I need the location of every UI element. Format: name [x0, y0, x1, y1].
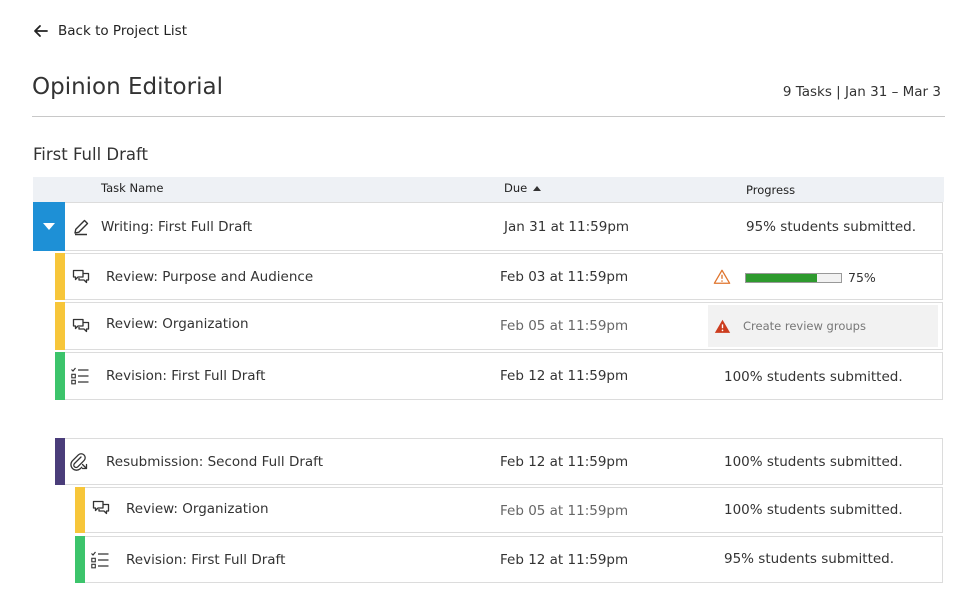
table-row[interactable]: Review: Organization Feb 05 at 11:59pm C…	[55, 302, 943, 350]
create-review-groups-button[interactable]: Create review groups	[708, 305, 938, 347]
paperclip-icon	[69, 452, 89, 472]
review-type-indicator	[55, 302, 65, 350]
table-row[interactable]: Resubmission: Second Full Draft Feb 12 a…	[55, 438, 943, 485]
speech-bubbles-icon	[71, 267, 91, 287]
back-link-label: Back to Project List	[58, 23, 187, 39]
table-row[interactable]: Revision: First Full Draft Feb 12 at 11:…	[55, 352, 943, 400]
caret-down-icon	[43, 223, 55, 230]
resubmission-type-indicator	[55, 438, 65, 485]
column-header-due[interactable]: Due	[504, 181, 542, 195]
create-review-groups-label: Create review groups	[743, 319, 866, 333]
speech-bubbles-icon	[71, 316, 91, 336]
task-name[interactable]: Review: Organization	[106, 316, 249, 332]
task-due-date: Feb 12 at 11:59pm	[500, 453, 629, 470]
task-progress-text: 95% students submitted.	[746, 218, 917, 235]
table-row[interactable]: Revision: First Full Draft Feb 12 at 11:…	[75, 536, 943, 583]
table-row[interactable]: Review: Purpose and Audience Feb 03 at 1…	[55, 253, 943, 300]
task-name[interactable]: Resubmission: Second Full Draft	[106, 453, 323, 470]
task-progress-bar: 75%	[745, 270, 876, 285]
collapse-toggle-button[interactable]	[33, 202, 65, 251]
section-title: First Full Draft	[33, 145, 149, 164]
warning-outline-icon	[713, 268, 731, 286]
table-header: Task Name Due Progress	[33, 177, 944, 202]
task-progress-text: 100% students submitted.	[724, 502, 903, 518]
column-header-due-label: Due	[504, 181, 528, 195]
header-divider	[32, 116, 945, 117]
task-due-date: Feb 05 at 11:59pm	[500, 503, 629, 519]
progress-value: 75%	[848, 270, 876, 285]
task-summary: 9 Tasks | Jan 31 – Mar 3	[782, 84, 941, 100]
pencil-icon	[71, 217, 91, 237]
page-title: Opinion Editorial	[32, 74, 223, 100]
checklist-icon	[70, 366, 90, 386]
task-due-date: Feb 05 at 11:59pm	[500, 318, 629, 334]
warning-filled-icon	[714, 319, 731, 333]
progress-track	[745, 272, 842, 283]
sort-ascending-icon	[533, 185, 542, 191]
task-due-date: Feb 12 at 11:59pm	[500, 368, 629, 384]
revision-type-indicator	[75, 536, 85, 583]
task-progress-text: 95% students submitted.	[724, 550, 895, 567]
progress-fill	[746, 273, 818, 282]
task-name[interactable]: Writing: First Full Draft	[101, 218, 253, 235]
column-header-progress: Progress	[746, 183, 796, 197]
task-progress-text: 100% students submitted.	[724, 453, 903, 470]
revision-type-indicator	[55, 352, 65, 400]
task-name[interactable]: Review: Organization	[126, 501, 269, 517]
review-type-indicator	[75, 487, 85, 533]
task-name[interactable]: Review: Purpose and Audience	[106, 268, 314, 285]
task-due-date: Feb 12 at 11:59pm	[500, 551, 629, 568]
checklist-icon	[90, 550, 110, 570]
task-name[interactable]: Revision: First Full Draft	[106, 368, 266, 384]
column-header-task-name: Task Name	[101, 181, 164, 195]
task-progress-text: 100% students submitted.	[724, 369, 903, 385]
table-row[interactable]: Writing: First Full Draft Jan 31 at 11:5…	[33, 202, 943, 251]
speech-bubbles-icon	[91, 498, 111, 518]
task-due-date: Jan 31 at 11:59pm	[504, 218, 630, 235]
table-row[interactable]: Review: Organization Feb 05 at 11:59pm 1…	[75, 487, 943, 533]
review-type-indicator	[55, 253, 65, 300]
arrow-left-icon	[34, 25, 48, 37]
back-to-project-list-link[interactable]: Back to Project List	[32, 21, 187, 41]
task-due-date: Feb 03 at 11:59pm	[500, 268, 629, 285]
task-name[interactable]: Revision: First Full Draft	[126, 551, 286, 568]
